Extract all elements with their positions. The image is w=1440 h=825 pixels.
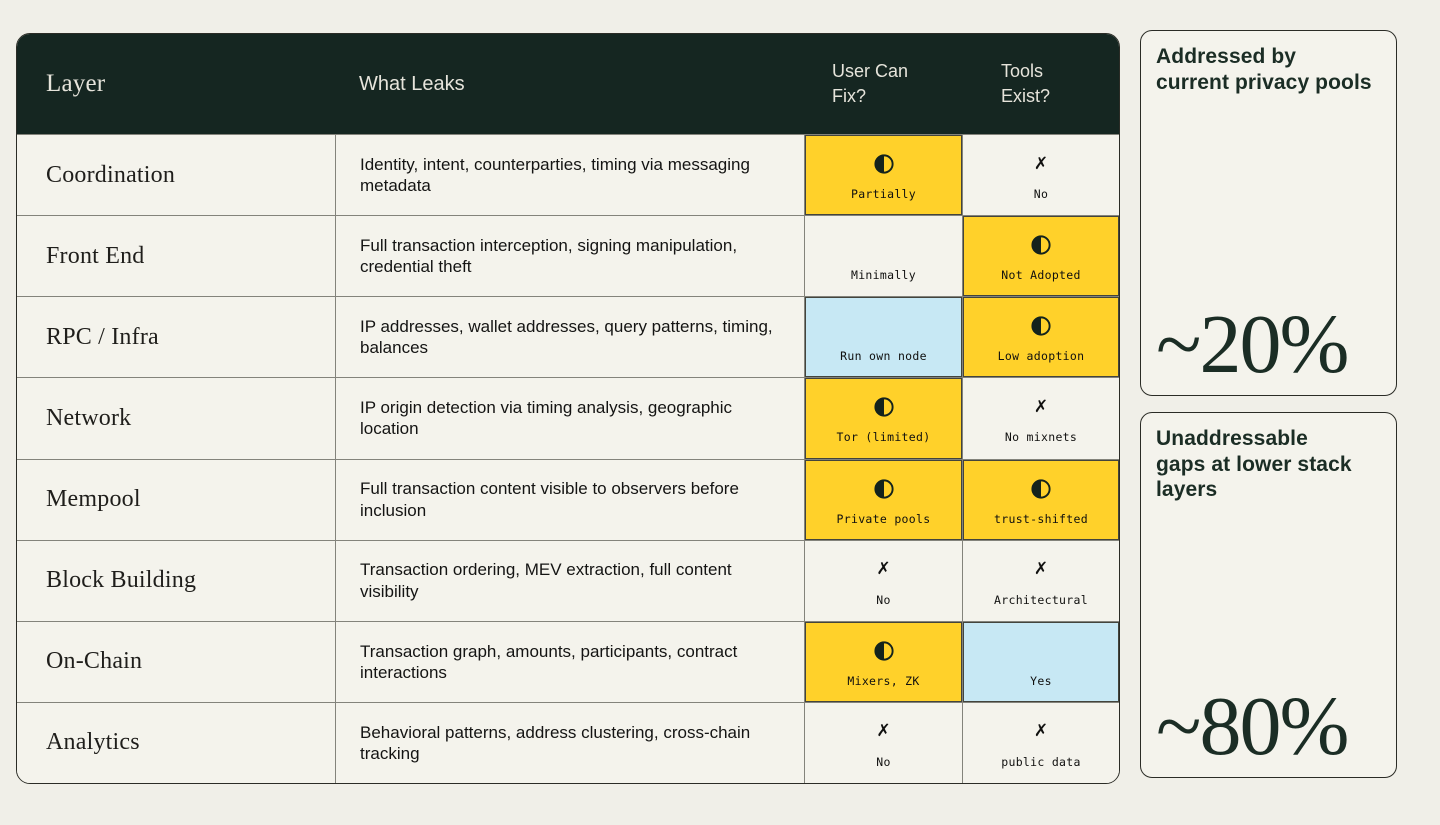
cross-icon: ✗: [1033, 721, 1049, 742]
cross-icon: ✗: [876, 721, 891, 742]
status-label: Run own node: [840, 349, 927, 364]
what-leaks-cell: Behavioral patterns, address clustering,…: [335, 701, 804, 783]
cross-icon: ✗: [1033, 559, 1049, 580]
status-label: Low adoption: [997, 349, 1085, 364]
cross-icon: ✗: [1033, 153, 1049, 174]
user-can-fix-cell: ✗ Private pools: [804, 458, 962, 540]
tools-exist-cell: ✗ No: [962, 134, 1119, 216]
status-label: trust-shifted: [994, 511, 1088, 526]
column-header-what-leaks: What Leaks: [335, 34, 804, 134]
layer-name-cell: Coordination: [17, 134, 335, 216]
tools-exist-cell: ✗ Not Adopted: [962, 215, 1119, 297]
user-can-fix-cell: ✗ Minimally: [804, 215, 962, 297]
user-can-fix-cell: ✗ Tor (limited): [804, 377, 962, 459]
tools-exist-cell: ✗ Architectural: [962, 539, 1119, 621]
user-can-fix-cell: ✗ No: [804, 539, 962, 621]
column-header-layer: Layer: [17, 34, 335, 134]
tools-exist-cell: ✗ public data: [962, 701, 1119, 783]
cross-icon: ✗: [876, 559, 891, 580]
layer-name-cell: Front End: [17, 215, 335, 297]
user-can-fix-cell: ✗ Run own node: [804, 296, 962, 378]
unaddressable-panel: Unaddressable gaps at lower stack layers…: [1140, 412, 1397, 778]
status-label: public data: [1001, 754, 1081, 769]
layer-name-cell: RPC / Infra: [17, 296, 335, 378]
unaddressable-panel-title: Unaddressable gaps at lower stack layers: [1156, 427, 1352, 502]
tools-exist-cell: ✗ Yes: [962, 620, 1119, 702]
layer-name-cell: Mempool: [17, 458, 335, 540]
status-label: Tor (limited): [836, 430, 931, 445]
status-label: Minimally: [850, 268, 916, 283]
user-can-fix-cell: ✗ No: [804, 701, 962, 783]
layer-name-cell: Analytics: [17, 701, 335, 783]
half-moon-icon: [1031, 316, 1051, 336]
user-can-fix-cell: ✗ Partially: [804, 134, 962, 216]
half-moon-icon: [873, 478, 894, 499]
addressed-panel: Addressed by current privacy pools ~20%: [1140, 30, 1397, 396]
tools-exist-cell: ✗ Low adoption: [962, 296, 1119, 378]
tools-exist-cell: ✗ No mixnets: [962, 377, 1119, 459]
what-leaks-cell: Transaction ordering, MEV extraction, fu…: [335, 539, 804, 621]
unaddressable-panel-value: ~80%: [1156, 680, 1349, 773]
what-leaks-cell: IP origin detection via timing analysis,…: [335, 377, 804, 459]
half-moon-icon: [1031, 478, 1051, 499]
addressed-panel-value: ~20%: [1156, 298, 1349, 391]
half-moon-icon: [1031, 235, 1051, 255]
cross-icon: ✗: [1033, 396, 1049, 417]
half-moon-icon: [873, 154, 894, 174]
layer-name-cell: Block Building: [17, 539, 335, 621]
half-moon-icon: [873, 641, 894, 661]
half-moon-icon: [873, 397, 894, 418]
status-label: Yes: [1030, 673, 1052, 688]
status-label: Architectural: [994, 592, 1088, 607]
user-can-fix-cell: ✗ Mixers, ZK: [804, 620, 962, 702]
status-label: Not Adopted: [1001, 268, 1081, 283]
layer-name-cell: On-Chain: [17, 620, 335, 702]
status-label: No mixnets: [1004, 430, 1078, 445]
privacy-stack-table: Layer What Leaks User Can Fix? Tools Exi…: [16, 33, 1120, 784]
status-label: Mixers, ZK: [847, 673, 920, 688]
what-leaks-cell: Full transaction interception, signing m…: [335, 215, 804, 297]
status-label: Private pools: [836, 511, 931, 526]
what-leaks-cell: Transaction graph, amounts, participants…: [335, 620, 804, 702]
status-label: Partially: [850, 187, 916, 202]
what-leaks-cell: Identity, intent, counterparties, timing…: [335, 134, 804, 216]
status-label: No: [876, 592, 891, 607]
what-leaks-cell: IP addresses, wallet addresses, query pa…: [335, 296, 804, 378]
addressed-panel-title: Addressed by current privacy pools: [1156, 45, 1372, 94]
what-leaks-cell: Full transaction content visible to obse…: [335, 458, 804, 540]
tools-exist-cell: ✗ trust-shifted: [962, 458, 1119, 540]
status-label: No: [876, 754, 891, 769]
layer-name-cell: Network: [17, 377, 335, 459]
column-header-tools-exist: Tools Exist?: [962, 34, 1119, 134]
status-label: No: [1033, 187, 1049, 202]
column-header-user-can-fix: User Can Fix?: [804, 34, 962, 134]
